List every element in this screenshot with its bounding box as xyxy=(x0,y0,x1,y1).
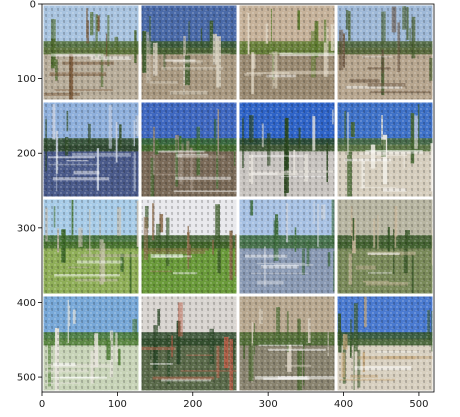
y-tick-label: 100 xyxy=(17,74,36,85)
x-tick-label: 200 xyxy=(183,399,202,410)
x-tick-label: 0 xyxy=(39,399,45,410)
generated-image-tile xyxy=(43,296,139,391)
generated-image-tile xyxy=(337,199,433,294)
x-tick-label: 500 xyxy=(409,399,428,410)
y-tick-label: 500 xyxy=(17,373,36,384)
generated-image-tile xyxy=(239,296,335,391)
y-tick-label: 0 xyxy=(30,0,36,11)
generated-image-tile xyxy=(43,5,139,100)
generated-image-tile xyxy=(43,199,139,294)
y-tick-label: 200 xyxy=(17,149,36,160)
y-tick-label: 300 xyxy=(17,223,36,234)
generated-image-tile xyxy=(337,102,433,197)
generated-image-tile xyxy=(141,102,237,197)
generated-image-tile xyxy=(43,102,139,197)
y-tick-label: 400 xyxy=(17,298,36,309)
generated-image-tile xyxy=(239,102,335,197)
generated-image-tile xyxy=(337,296,433,391)
generated-image-tile xyxy=(337,5,433,100)
generated-image-tile xyxy=(141,199,237,294)
generated-image-tile xyxy=(239,199,335,294)
generated-image-tile xyxy=(141,296,237,391)
x-tick-label: 400 xyxy=(334,399,353,410)
axes-frame xyxy=(41,3,435,393)
x-tick-label: 300 xyxy=(259,399,278,410)
x-tick-label: 100 xyxy=(108,399,127,410)
axes: 0 100 200 300 400 500 0 100 200 300 400 500 xyxy=(17,0,435,410)
generated-image-tile xyxy=(239,5,335,100)
plot-area xyxy=(43,5,433,391)
generated-image-tile xyxy=(141,5,237,100)
